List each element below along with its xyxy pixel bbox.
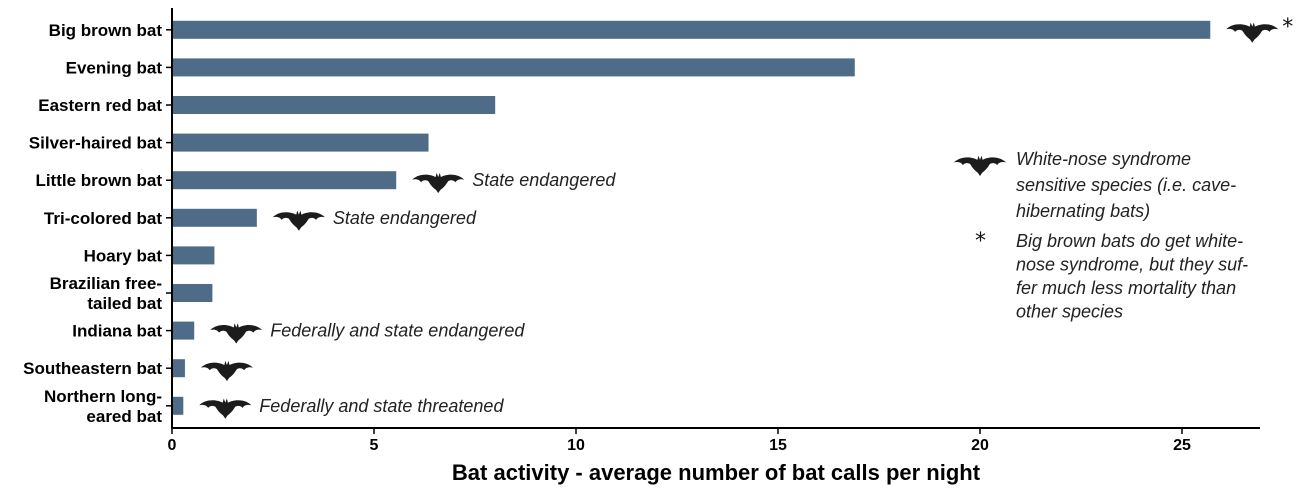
legend-icon-label: sensitive species (i.e. cave- bbox=[1016, 175, 1236, 195]
bat-icon bbox=[412, 172, 465, 194]
category-label: Indiana bat bbox=[72, 322, 162, 341]
status-annotation: State endangered bbox=[333, 208, 477, 228]
x-tick-label: 15 bbox=[769, 437, 787, 454]
bar bbox=[173, 171, 397, 190]
legend: White-nose syndrome sensitive species (i.… bbox=[954, 149, 1248, 322]
category-label-line: eared bat bbox=[86, 407, 162, 426]
category-label-line: tailed bat bbox=[87, 294, 162, 313]
bat-icon bbox=[210, 323, 263, 344]
category-labels: Big brown bat Evening bat Eastern red bat S… bbox=[23, 21, 162, 426]
status-annotation: State endangered bbox=[472, 170, 616, 190]
bar bbox=[173, 359, 185, 378]
bar bbox=[173, 208, 257, 227]
bat-icon bbox=[199, 398, 252, 419]
legend-star-label: other species bbox=[1016, 302, 1123, 322]
bar bbox=[173, 396, 184, 415]
status-annotation: Federally and state endangered bbox=[270, 321, 525, 341]
axes bbox=[166, 8, 1260, 429]
bat-icon bbox=[272, 210, 325, 231]
x-ticks: 0 5 10 15 20 25 bbox=[168, 428, 1191, 454]
x-tick-label: 10 bbox=[567, 437, 585, 454]
category-label-line: Northern long- bbox=[44, 387, 162, 406]
x-tick-label: 25 bbox=[1173, 437, 1191, 454]
category-label: Evening bat bbox=[66, 58, 163, 77]
bar bbox=[173, 284, 213, 302]
bars-group bbox=[173, 20, 1211, 415]
legend-icon-label: hibernating bats) bbox=[1016, 201, 1150, 221]
x-tick-label: 5 bbox=[370, 437, 379, 454]
bar bbox=[173, 133, 429, 152]
bat-icon bbox=[954, 155, 1006, 176]
bat-icon bbox=[200, 360, 253, 382]
legend-star-label: nose syndrome, but they suf- bbox=[1016, 255, 1248, 275]
bat-icon bbox=[1226, 22, 1279, 43]
category-label: Brazilian free-tailed bat bbox=[50, 274, 163, 313]
category-label: Big brown bat bbox=[49, 21, 163, 40]
status-annotation: Federally and state threatened bbox=[259, 396, 504, 416]
category-label: Silver-haired bat bbox=[29, 134, 163, 153]
category-label-line: Brazilian free- bbox=[50, 274, 162, 293]
category-label: Southeastern bat bbox=[23, 359, 162, 378]
x-axis-title: Bat activity - average number of bat cal… bbox=[452, 460, 981, 485]
asterisk-mark: * bbox=[1282, 15, 1293, 40]
bar bbox=[173, 96, 496, 114]
asterisk-mark: * bbox=[975, 229, 986, 254]
bar bbox=[173, 20, 1211, 39]
annotations: * State endangered State endangered Federal… bbox=[199, 15, 1293, 419]
bar bbox=[173, 246, 215, 265]
category-label: Tri-colored bat bbox=[44, 209, 162, 228]
category-label: Hoary bat bbox=[84, 246, 163, 265]
legend-star-label: fer much less mortality than bbox=[1016, 278, 1236, 298]
x-tick-label: 20 bbox=[971, 437, 989, 454]
bar bbox=[173, 58, 855, 77]
category-label: Eastern red bat bbox=[38, 96, 162, 115]
legend-star-label: Big brown bats do get white- bbox=[1016, 231, 1243, 251]
x-tick-label: 0 bbox=[168, 437, 177, 454]
category-label: Little brown bat bbox=[35, 171, 162, 190]
bar bbox=[173, 321, 195, 340]
legend-icon-label: White-nose syndrome bbox=[1016, 149, 1191, 169]
category-label: Northern long-eared bat bbox=[44, 387, 162, 426]
